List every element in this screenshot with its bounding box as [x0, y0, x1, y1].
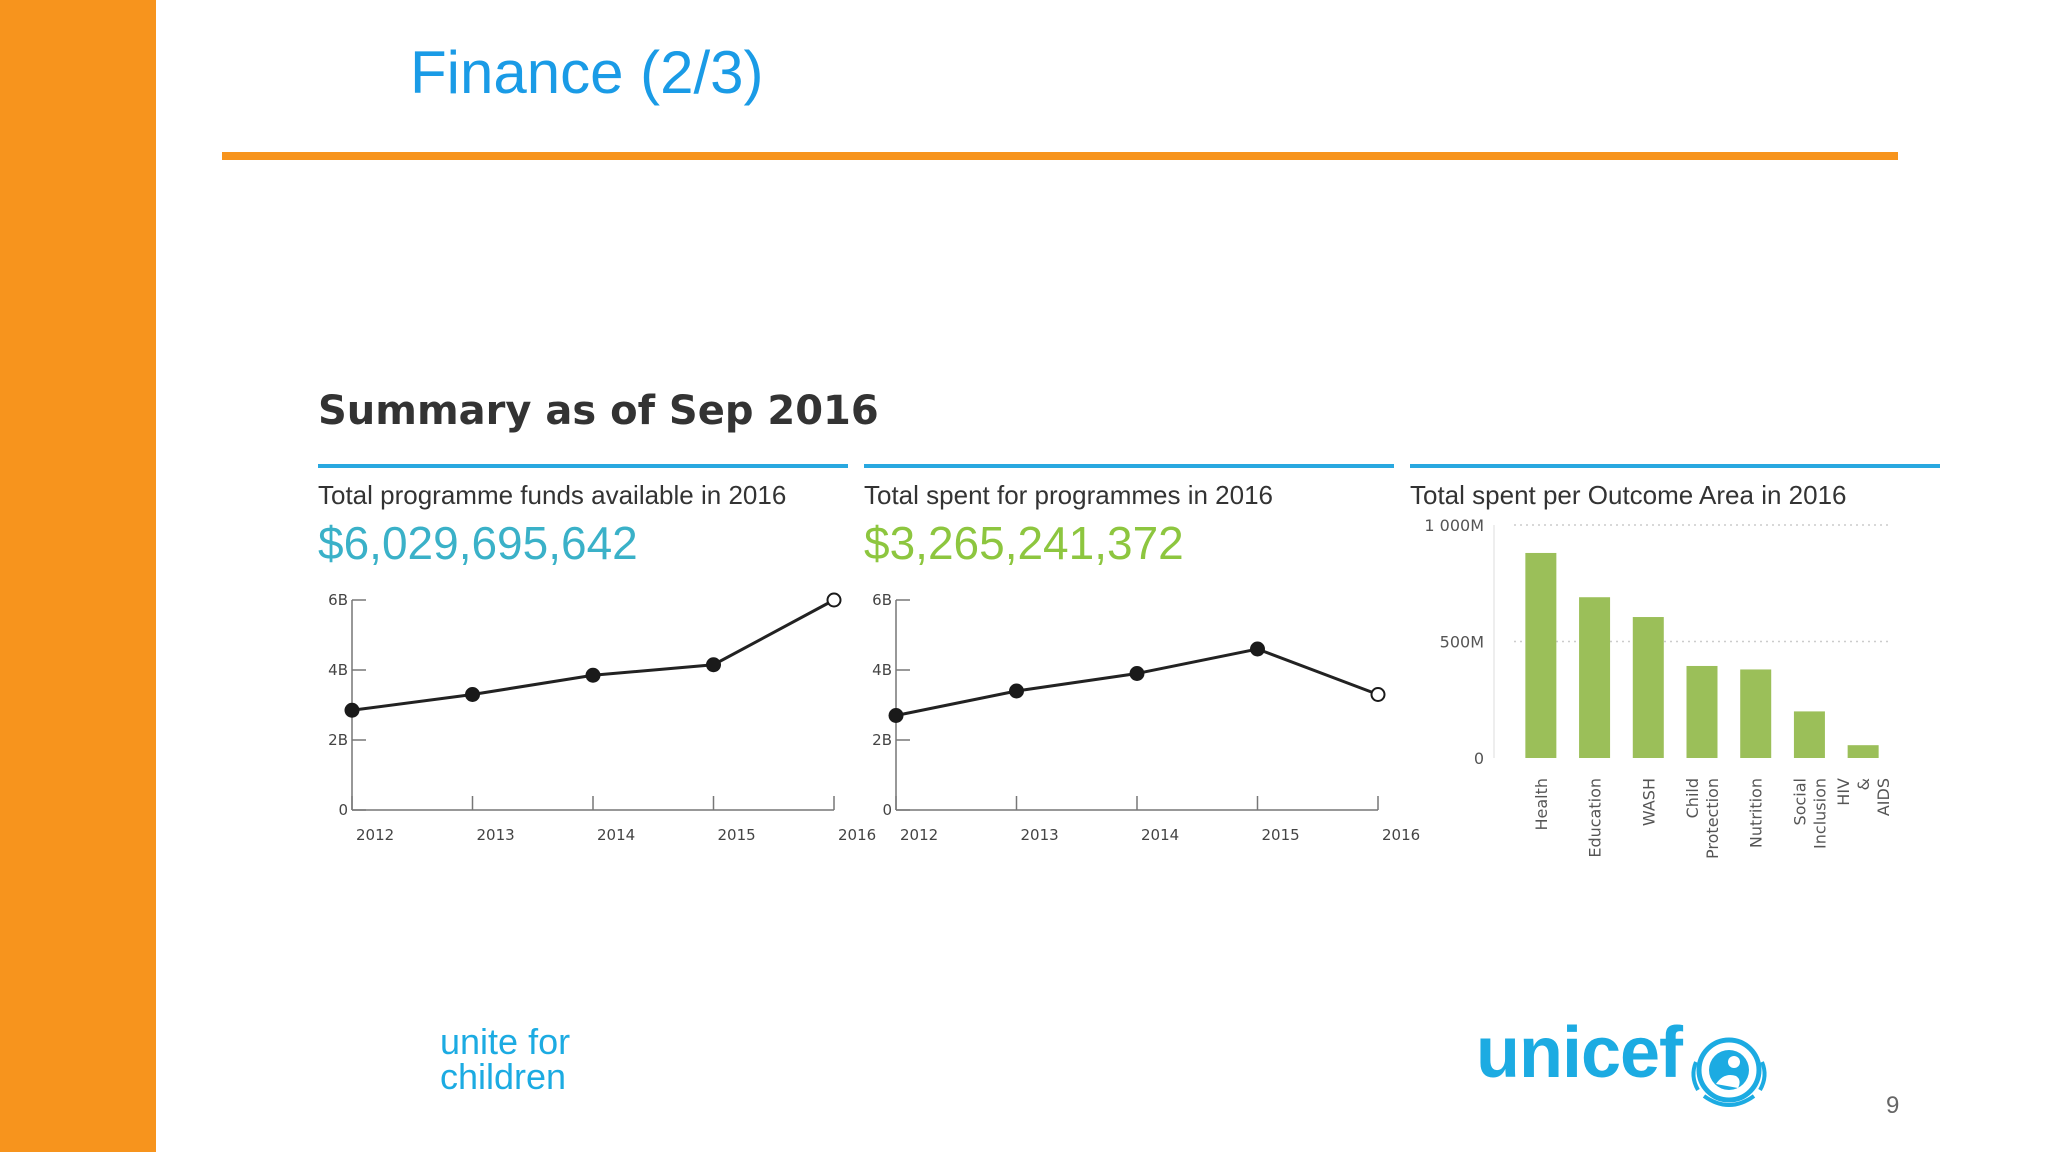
bar-category-label-line: Protection — [1703, 778, 1722, 859]
bar-category-label: HIV & AIDS — [1834, 778, 1893, 816]
panel-rule-funds — [318, 464, 848, 468]
bar-y-tick-label: 500M — [1440, 633, 1484, 652]
bar-category-label: Education — [1586, 778, 1605, 858]
bar-category-label: Health — [1532, 778, 1551, 831]
bar-category-label: WASH — [1639, 778, 1658, 826]
bar — [1740, 669, 1772, 758]
bar-category-label-line: Education — [1586, 778, 1605, 858]
spent-series-line — [895, 647, 1379, 717]
funds-y-tick-label: 2B — [328, 731, 348, 749]
unicef-emblem-icon — [1691, 1037, 1767, 1107]
bar-category-label-line: Child — [1683, 778, 1702, 818]
bar — [1793, 711, 1825, 758]
bar-category-label: Nutrition — [1747, 778, 1766, 848]
spent-data-point — [888, 708, 904, 723]
summary-heading: Summary as of Sep 2016 — [318, 388, 879, 434]
bar-category-label-line: AIDS — [1874, 778, 1893, 816]
bar-category-label-line: Social — [1790, 778, 1809, 825]
spent-x-tick-label: 2013 — [1021, 826, 1059, 844]
bar-category-label-line: Inclusion — [1810, 778, 1829, 849]
panel-label-funds: Total programme funds available in 2016 — [318, 480, 787, 510]
spent-x-tick-label: 2014 — [1141, 826, 1179, 844]
funds-x-tick-label: 2014 — [597, 826, 635, 844]
funds-data-point — [826, 592, 842, 608]
spent-x-tick-label: 2016 — [1382, 826, 1420, 844]
spent-x-tick-label: 2015 — [1262, 826, 1300, 844]
slide-title: Finance (2/3) — [410, 39, 764, 106]
funds-y-tick-label: 0 — [338, 801, 348, 819]
spent-data-point — [1370, 687, 1386, 702]
funds-data-point — [706, 657, 721, 673]
spent-x-tick-label: 2012 — [900, 826, 938, 844]
bar — [1579, 597, 1611, 758]
bar — [1847, 745, 1879, 758]
tagline: unite for children — [440, 1021, 571, 1097]
bar-category-label-line: HIV — [1834, 778, 1853, 806]
page-number: 9 — [1886, 1092, 1900, 1119]
panel-rule-spent — [864, 464, 1394, 468]
panel-rule-outcome — [1410, 464, 1940, 468]
bar-y-tick-label: 0 — [1474, 749, 1484, 768]
unicef-wordmark: unicef — [1476, 1013, 1683, 1093]
spent-line-chart: 0 2B 4B 6B 2012 2013 2014 2015 2016 — [872, 591, 1420, 844]
funds-data-point — [465, 687, 480, 702]
funds-x-tick-label: 2012 — [356, 826, 394, 844]
title-underline — [222, 152, 1898, 160]
funds-x-tick-label: 2015 — [718, 826, 756, 844]
bar — [1632, 617, 1664, 758]
bar-y-tick-label: 1 000M — [1424, 516, 1484, 535]
funds-series-line — [351, 598, 835, 712]
funds-line-chart: 0 2B 4B 6B 2012 2013 2014 2015 2016 — [328, 591, 876, 844]
spent-data-point — [1009, 683, 1024, 699]
bar-category-label: Child Protection — [1683, 778, 1722, 859]
spent-data-point — [1250, 641, 1265, 657]
bar-category-label: Social Inclusion — [1790, 778, 1829, 849]
funds-data-point — [585, 667, 601, 683]
funds-y-tick-label: 6B — [328, 591, 348, 609]
side-accent-bar — [0, 0, 156, 1152]
panel-label-outcome: Total spent per Outcome Area in 2016 — [1410, 480, 1847, 510]
bar-category-label-line: Nutrition — [1747, 778, 1766, 848]
panel-value-spent: $3,265,241,372 — [864, 517, 1184, 569]
tagline-line-2: children — [440, 1056, 567, 1097]
panel-label-spent: Total spent for programmes in 2016 — [864, 480, 1273, 510]
funds-y-tick-label: 4B — [328, 661, 348, 679]
spent-y-tick-label: 2B — [872, 731, 892, 749]
bar-category-label-line: Health — [1532, 778, 1551, 831]
spent-data-point — [1129, 666, 1145, 681]
bar — [1525, 552, 1557, 758]
spent-y-tick-label: 6B — [872, 591, 892, 609]
bar — [1686, 665, 1718, 758]
outcome-bar-chart: 0 500M 1 000M Health Education WASH Child Prote… — [1424, 516, 1893, 859]
spent-y-tick-label: 0 — [882, 801, 892, 819]
funds-x-tick-label: 2013 — [477, 826, 515, 844]
bar-category-label-line: & — [1854, 778, 1873, 790]
bar-category-label-line: WASH — [1639, 778, 1658, 826]
spent-y-tick-label: 4B — [872, 661, 892, 679]
panel-value-funds: $6,029,695,642 — [318, 517, 638, 569]
funds-data-point — [344, 702, 360, 718]
tagline-line-1: unite for — [440, 1021, 571, 1062]
funds-x-tick-label: 2016 — [838, 826, 876, 844]
